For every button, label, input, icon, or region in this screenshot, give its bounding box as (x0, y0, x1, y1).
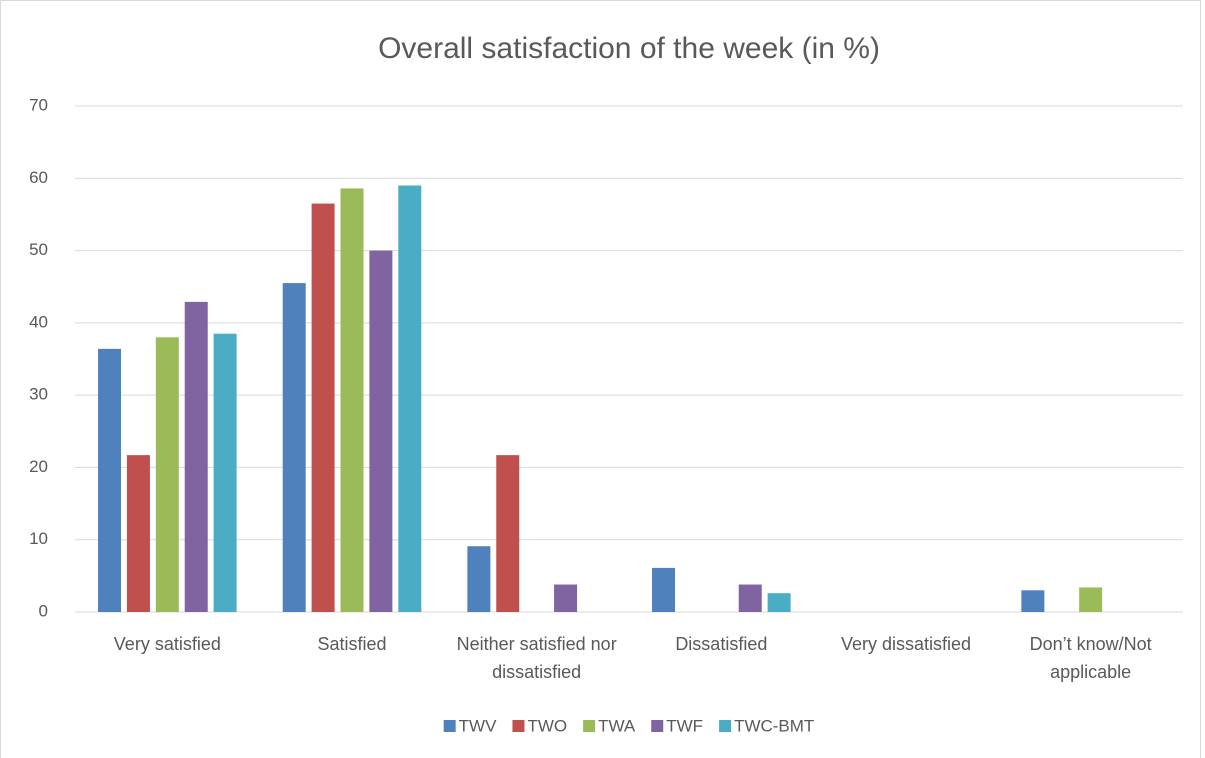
bar (126, 455, 150, 612)
y-tick-label: 0 (39, 601, 48, 620)
legend-swatch (443, 720, 456, 732)
y-tick-label: 70 (29, 95, 48, 114)
bar (155, 337, 179, 612)
bar (496, 455, 520, 612)
y-tick-label: 40 (29, 312, 48, 331)
bar (1021, 590, 1045, 612)
bar (738, 584, 762, 612)
x-tick-label: Don’t know/Not applicable (1029, 634, 1152, 682)
chart-title: Overall satisfaction of the week (in %) (378, 32, 880, 65)
bar (369, 250, 393, 613)
bar (311, 203, 335, 613)
x-tick-label: Very dissatisfied (840, 634, 972, 654)
x-tick-label: Satisfied (317, 634, 387, 654)
bar (282, 283, 306, 612)
y-tick-label: 20 (29, 457, 48, 476)
y-tick-label: 30 (29, 385, 48, 404)
bar (98, 348, 122, 612)
bar (213, 333, 237, 612)
bar (467, 546, 491, 612)
bar (652, 567, 676, 612)
legend-swatch (651, 720, 664, 732)
x-tick-label: Neither satisfied nor dissatisfied (456, 634, 617, 682)
bar (398, 185, 422, 612)
bar (554, 584, 578, 612)
y-tick-label: 10 (29, 529, 48, 548)
bar (1079, 587, 1103, 612)
legend-swatch (719, 720, 732, 732)
bar (767, 593, 791, 612)
x-tick-label: Dissatisfied (675, 634, 768, 654)
bar (184, 301, 208, 612)
legend-swatch (512, 720, 525, 732)
legend-label: TWF (666, 716, 703, 735)
legend-swatch (583, 720, 596, 732)
legend-label: TWV (459, 716, 497, 735)
x-tick-label: Very satisfied (113, 634, 221, 654)
legend-label: TWA (598, 716, 636, 735)
legend-label: TWO (527, 716, 567, 735)
y-tick-label: 60 (29, 168, 48, 187)
legend-label: TWC-BMT (734, 716, 814, 735)
bar (340, 188, 364, 613)
y-tick-label: 50 (29, 240, 48, 259)
